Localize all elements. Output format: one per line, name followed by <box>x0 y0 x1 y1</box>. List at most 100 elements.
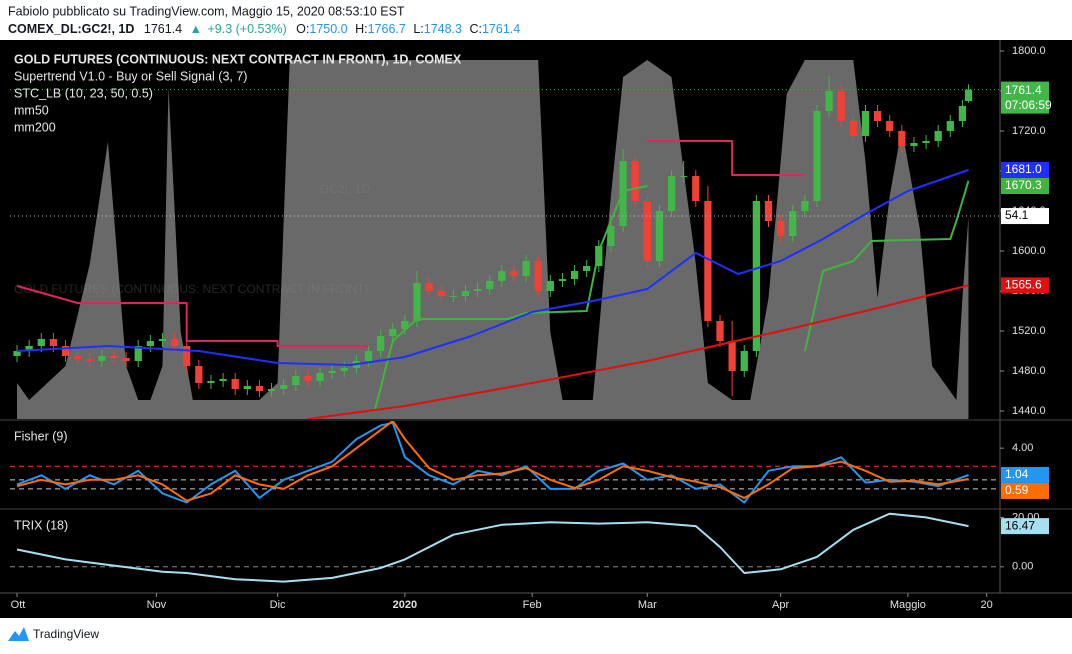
price-label-box <box>1001 208 1049 225</box>
change: +9.3 (+0.53%) <box>207 22 286 36</box>
legend-entry: Supertrend V1.0 - Buy or Sell Signal (3,… <box>14 69 247 83</box>
candle-body <box>546 281 554 291</box>
candle-body <box>789 211 797 236</box>
pane-title: Fisher (9) <box>14 429 67 443</box>
legend-entry: STC_LB (10, 23, 50, 0.5) <box>14 86 153 100</box>
candle-body <box>964 89 973 101</box>
candle-body <box>837 91 845 121</box>
candle-body <box>425 283 433 291</box>
y-tick-label: 0.00 <box>1012 561 1033 573</box>
y-tick-label: 1600.0 <box>1012 245 1046 257</box>
logo-icon <box>8 627 29 641</box>
price-label-box <box>1001 162 1049 178</box>
price-label: 1761.4 <box>1005 83 1042 97</box>
candle-body <box>764 201 773 221</box>
candle-body <box>267 389 276 391</box>
x-tick-label: Feb <box>523 599 542 611</box>
indicator-line <box>373 180 970 412</box>
indicator-area <box>17 60 969 419</box>
candle-body <box>280 385 288 389</box>
ohlc-value: 1761.4 <box>482 22 520 36</box>
candle-body <box>873 111 882 121</box>
arrow: ▲ <box>190 22 202 36</box>
candle-body <box>158 339 167 341</box>
candle-body <box>134 346 142 361</box>
candle-body <box>607 226 615 246</box>
candle-body <box>583 266 591 271</box>
y-tick-label: 4.00 <box>1012 442 1033 454</box>
candle-body <box>231 379 239 389</box>
candle-body <box>946 121 954 131</box>
price-label: 1.04 <box>1005 467 1029 481</box>
candle-body <box>292 376 300 385</box>
x-tick-label: Ott <box>11 599 26 611</box>
price-label-box <box>1001 518 1049 535</box>
candle-body <box>316 373 324 381</box>
candle-body <box>801 201 809 211</box>
candle-body <box>510 271 518 276</box>
candle-body <box>704 201 712 321</box>
price-label: 54.1 <box>1005 208 1029 222</box>
ohlc-value: 1750.0 <box>309 22 347 36</box>
candle-body <box>86 359 94 361</box>
candle-body <box>825 91 833 111</box>
candle-body <box>364 351 373 361</box>
price-pane: GC2!, 1DGOLD FUTURES (CONTINUOUS: NEXT C… <box>10 60 1000 419</box>
price-label: 1681.0 <box>1005 162 1042 176</box>
candle-body <box>958 106 967 121</box>
candle-body <box>122 358 130 361</box>
y-tick-label: 1480.0 <box>1012 365 1046 377</box>
candle-body <box>110 356 118 358</box>
candle-body <box>401 321 409 329</box>
candle-body <box>570 271 579 279</box>
candle-body <box>680 176 688 177</box>
y-tick-label: 1440.0 <box>1012 405 1046 417</box>
last: 1761.4 <box>144 22 182 36</box>
ohlc-key: L: <box>413 22 423 36</box>
y-tick-label: 1800.0 <box>1012 45 1046 57</box>
candle-body <box>304 376 312 381</box>
symbol: COMEX_DL:GC2!, 1D <box>8 22 134 36</box>
candle-body <box>922 141 930 143</box>
x-tick-label: Mar <box>638 599 657 611</box>
candle-body <box>667 176 676 211</box>
overlay: Supertrend V1.0 - Buy or Sell Signal (3,… <box>0 40 1072 618</box>
candle-body <box>195 366 203 383</box>
price-label: 1565.6 <box>1005 278 1042 292</box>
ohlc-key: C: <box>469 22 482 36</box>
candle-body <box>49 339 58 346</box>
candle-body <box>255 386 264 391</box>
candle-body <box>25 346 33 351</box>
byline: Fabiolo pubblicato su TradingView.com, M… <box>8 4 405 18</box>
y-tick-label: 1720.0 <box>1012 125 1046 137</box>
candle-body <box>37 339 45 346</box>
x-tick-label: 2020 <box>393 599 417 611</box>
ohlc-value: 1748.3 <box>424 22 462 36</box>
price-label: 1670.3 <box>1005 178 1042 192</box>
candle-body <box>886 121 894 131</box>
candle-body <box>849 121 857 136</box>
price-label-box <box>1001 466 1049 483</box>
legend-entry: mm50 <box>14 103 49 117</box>
ohlc-value: 1766.7 <box>368 22 406 36</box>
candle-body <box>752 201 761 351</box>
y-tick-label: 1520.0 <box>1012 325 1046 337</box>
indicator-line <box>16 421 969 504</box>
price-label-box <box>1001 178 1049 194</box>
candle-body <box>692 176 700 201</box>
legend-entry: mm200 <box>14 120 56 134</box>
indicator-line <box>307 284 969 419</box>
candle-body <box>170 339 179 346</box>
x-tick-label: Maggio <box>890 599 926 611</box>
candle-body <box>461 291 470 296</box>
trix-pane <box>10 512 1000 583</box>
candle-body <box>389 329 397 336</box>
candle-body <box>813 111 821 201</box>
candle-body <box>207 381 215 383</box>
candle-body <box>437 291 445 296</box>
candle-body <box>861 111 870 136</box>
ohlc-key: H: <box>355 22 368 36</box>
indicator-line <box>16 421 969 502</box>
candle-body <box>98 356 106 361</box>
price-label: 0.59 <box>1005 483 1029 497</box>
